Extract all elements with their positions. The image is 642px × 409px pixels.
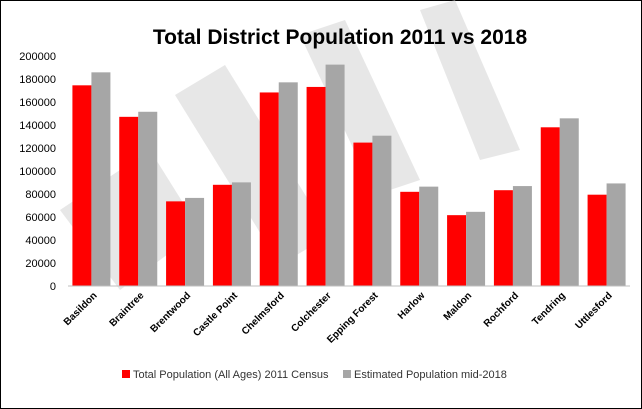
- bar-2011: [166, 201, 186, 286]
- bar-2011: [306, 86, 326, 286]
- x-tick-label: Braintree: [108, 290, 147, 329]
- x-tick-label: Basildon: [62, 290, 100, 328]
- x-tick-label: Rochford: [482, 290, 521, 329]
- bar-2018: [185, 197, 205, 286]
- legend-swatch: [122, 370, 130, 378]
- chart-title: Total District Population 2011 vs 2018: [153, 26, 528, 49]
- legend-label: Total Population (All Ages) 2011 Census: [133, 369, 329, 381]
- bar-2018: [606, 183, 626, 286]
- bar-2018: [138, 111, 158, 287]
- bar-2011: [493, 190, 513, 286]
- bar-2018: [91, 72, 111, 286]
- y-tick-label: 120000: [19, 143, 56, 155]
- x-tick-label: Harlow: [396, 290, 428, 322]
- bar-2011: [540, 127, 560, 286]
- legend-swatch: [343, 370, 351, 378]
- bar-2011: [400, 191, 420, 286]
- y-tick-label: 140000: [19, 120, 56, 132]
- y-tick-label: 0: [50, 281, 56, 293]
- bar-2018: [466, 211, 486, 286]
- x-tick-label: Colchester: [289, 290, 333, 334]
- legend-label: Estimated Population mid-2018: [354, 369, 507, 381]
- bar-2011: [447, 215, 467, 286]
- x-tick-label: Tendring: [530, 290, 567, 327]
- bar-2018: [325, 64, 345, 286]
- bar-2011: [119, 116, 139, 287]
- bar-2011: [72, 85, 92, 286]
- x-tick-label: Brentwood: [149, 290, 194, 335]
- y-tick-label: 160000: [19, 97, 56, 109]
- y-axis: 0 20000 40000 60000 80000 100000 120000 140000 1…: [19, 51, 56, 293]
- bar-2011: [259, 92, 279, 286]
- y-tick-label: 100000: [19, 166, 56, 178]
- bar-2018: [559, 118, 579, 286]
- bar-2011: [212, 184, 232, 286]
- x-tick-label: Epping Forest: [325, 290, 381, 346]
- bar-2018: [231, 182, 251, 286]
- bar-series: [72, 64, 626, 287]
- y-tick-label: 80000: [25, 189, 56, 201]
- bar-2018: [419, 186, 439, 286]
- y-tick-label: 200000: [19, 51, 56, 63]
- bar-2018: [512, 186, 532, 286]
- bar-2018: [372, 135, 392, 286]
- y-tick-label: 60000: [25, 212, 56, 224]
- x-tick-label: Chelmsford: [240, 290, 287, 337]
- bar-2018: [278, 82, 298, 287]
- bar-2011: [353, 142, 373, 286]
- legend: Total Population (All Ages) 2011 Census E…: [122, 369, 507, 381]
- bar-2011: [587, 194, 607, 286]
- x-tick-label: Maldon: [442, 290, 475, 323]
- y-tick-label: 20000: [25, 258, 56, 270]
- x-tick-label: Castle Point: [191, 290, 240, 339]
- x-tick-label: Uttlesford: [574, 290, 615, 331]
- y-tick-label: 40000: [25, 235, 56, 247]
- y-tick-label: 180000: [19, 74, 56, 86]
